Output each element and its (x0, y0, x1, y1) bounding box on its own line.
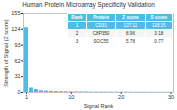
html-text:5.78: 5.78 (126, 39, 135, 44)
html-text:SOC55: SOC55 (93, 39, 109, 44)
html-text:118.15: 118.15 (152, 23, 166, 28)
html-text:2: 2 (75, 31, 79, 36)
html-text:1: 1 (75, 23, 79, 28)
html-text:0.77: 0.77 (154, 39, 164, 44)
html-text:CD31: CD31 (95, 23, 107, 28)
html-text:C8P350: C8P350 (92, 31, 110, 36)
html-text:3.18: 3.18 (154, 31, 164, 36)
svg-text:124: 124 (11, 26, 20, 32)
html-text:S score: S score (150, 15, 168, 20)
svg-text:0: 0 (17, 89, 20, 95)
svg-text:1: 1 (25, 94, 28, 100)
svg-text:Strength of Signal (Z score): Strength of Signal (Z score) (3, 19, 9, 86)
html-text:Z score: Z score (122, 15, 139, 20)
svg-text:Signal Rank: Signal Rank (84, 103, 114, 109)
svg-text:62: 62 (14, 58, 20, 64)
html-text:Human Protein Microarray Speci: Human Protein Microarray Specificity Val… (22, 1, 155, 8)
html-text:Rank: Rank (71, 15, 83, 20)
svg-text:155: 155 (11, 10, 20, 16)
svg-text:30: 30 (168, 94, 174, 100)
html-text:Protein: Protein (93, 15, 109, 20)
html-text:8.96: 8.96 (126, 31, 135, 36)
html-text:127.11: 127.11 (123, 23, 138, 28)
svg-text:20: 20 (118, 94, 124, 100)
svg-text:31: 31 (14, 73, 20, 79)
svg-text:10: 10 (68, 94, 74, 100)
html-text:3: 3 (75, 39, 79, 44)
svg-text:93: 93 (14, 42, 20, 48)
